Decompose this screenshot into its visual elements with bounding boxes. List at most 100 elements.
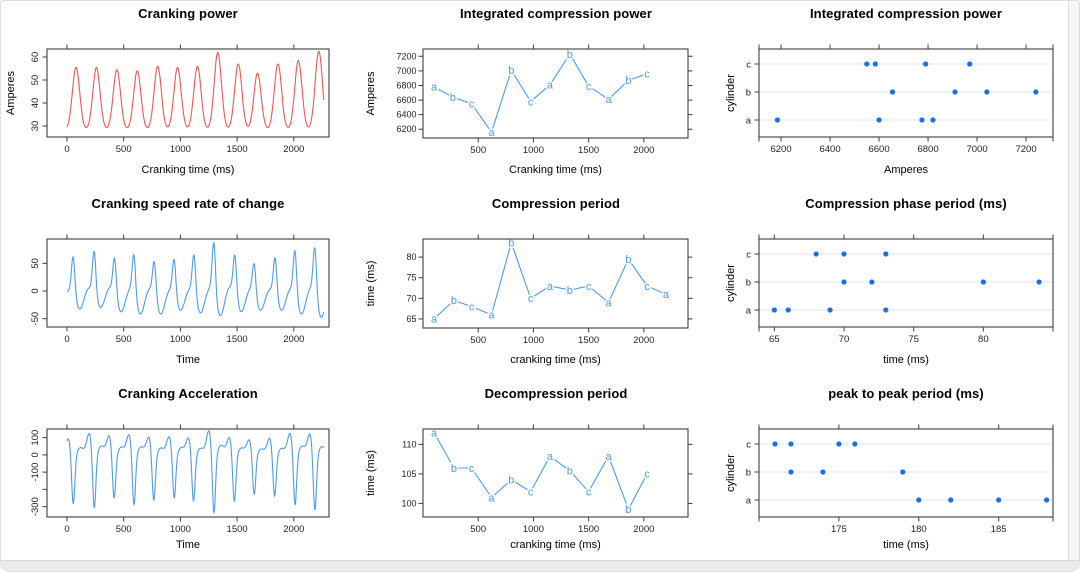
window-bottom-edge [1,560,1079,571]
svg-text:180: 180 [911,524,927,535]
svg-text:7200: 7200 [1015,144,1036,155]
svg-text:6600: 6600 [868,144,889,155]
svg-text:b: b [567,49,573,61]
svg-text:b: b [508,65,514,77]
svg-text:b: b [625,75,631,87]
svg-text:Cranking time (ms): Cranking time (ms) [509,164,602,176]
svg-text:c: c [644,69,650,81]
svg-text:Amperes: Amperes [5,70,17,115]
svg-text:1500: 1500 [227,144,248,155]
svg-text:65: 65 [406,314,416,324]
svg-text:1500: 1500 [227,524,248,535]
svg-text:7200: 7200 [396,51,416,61]
svg-text:0: 0 [64,524,69,535]
svg-text:Time: Time [176,354,200,366]
svg-text:7000: 7000 [396,66,416,76]
svg-text:a: a [605,297,612,309]
svg-text:a: a [431,427,438,439]
chart-title: Integrated compression power [809,6,1003,21]
svg-text:500: 500 [470,335,486,346]
svg-text:c: c [586,81,592,93]
svg-text:time (ms): time (ms) [883,539,929,551]
svg-text:6800: 6800 [396,80,416,90]
svg-text:2000: 2000 [633,145,654,156]
svg-text:a: a [488,310,495,322]
svg-text:cranking time (ms): cranking time (ms) [510,354,600,366]
svg-text:b: b [625,254,631,266]
svg-text:c: c [586,486,592,498]
svg-text:1500: 1500 [578,524,599,535]
cranking-power-chart: 0 500 1000 1500 2000 30 40 50 60 Cranking time (m… [5,44,330,176]
svg-text:0: 0 [30,452,41,457]
svg-text:30: 30 [30,121,41,132]
svg-text:70: 70 [406,293,416,303]
chart-title: Cranking speed rate of change [91,196,285,211]
svg-text:6200: 6200 [396,124,416,134]
svg-text:c: c [644,469,650,481]
svg-text:time (ms): time (ms) [365,450,377,496]
svg-text:-300: -300 [30,497,41,516]
svg-text:-50: -50 [30,312,41,326]
svg-text:0: 0 [64,144,69,155]
svg-text:6400: 6400 [396,110,416,120]
svg-text:b: b [746,87,751,98]
svg-text:b: b [451,463,457,475]
svg-text:185: 185 [991,524,1007,535]
svg-text:a: a [605,94,612,106]
panel-cranking-speed-rate: Cranking speed rate of change 0 500 1000 15… [1,191,361,381]
svg-text:175: 175 [831,524,847,535]
svg-text:500: 500 [470,145,486,156]
svg-text:a: a [431,314,438,326]
svg-text:80: 80 [406,252,416,262]
svg-text:time (ms): time (ms) [883,354,929,366]
svg-text:80: 80 [978,334,989,345]
panel-integrated-compression-power-strip: Integrated compression power 6200 6400 660… [721,1,1079,191]
svg-text:a: a [488,492,495,504]
svg-text:7000: 7000 [966,144,987,155]
chart-title: Cranking Acceleration [118,386,258,401]
svg-text:b: b [746,277,751,288]
chart-title: Integrated compression power [459,6,653,21]
scrollbar-track[interactable] [1068,1,1079,571]
svg-text:0: 0 [64,334,69,345]
svg-text:cranking time (ms): cranking time (ms) [510,539,600,551]
svg-text:Time: Time [176,539,200,551]
chart-title: peak to peak period (ms) [828,386,984,401]
svg-text:a: a [431,82,438,94]
svg-text:b: b [567,466,573,478]
svg-text:1500: 1500 [578,335,599,346]
svg-text:500: 500 [470,524,486,535]
panel-decompression-period: Decompression period a b c a b c a b c a b c 500 1000… [361,381,721,561]
svg-text:c: c [644,281,650,293]
panel-compression-period: Compression period a b c a b c a b c a b c a 500 1000 1… [361,191,721,381]
svg-text:b: b [746,467,751,478]
svg-text:6200: 6200 [770,144,791,155]
svg-text:cylinder: cylinder [725,454,737,492]
chart-title: Cranking power [138,6,238,21]
svg-text:100: 100 [30,430,41,446]
svg-text:500: 500 [116,334,132,345]
svg-text:a: a [746,495,752,506]
svg-text:1000: 1000 [170,524,191,535]
svg-text:c: c [528,293,534,305]
svg-text:b: b [567,285,573,297]
svg-text:0: 0 [30,288,41,293]
plot-grid: Cranking power 0 500 1000 1500 2000 30 40 50 60 C… [1,1,1079,561]
svg-text:2000: 2000 [283,144,304,155]
chart-title: Compression period [491,196,621,211]
svg-text:6400: 6400 [819,144,840,155]
svg-text:75: 75 [908,334,919,345]
chart-title: Compression phase period (ms) [805,196,1007,211]
svg-text:1500: 1500 [578,145,599,156]
svg-text:1000: 1000 [523,524,544,535]
peak-to-peak-period-chart: 175 180 185 a b c time (ms) cylinder [725,424,1054,551]
svg-text:1000: 1000 [170,334,191,345]
svg-text:1500: 1500 [227,334,248,345]
svg-text:-100: -100 [30,463,41,482]
svg-text:cylinder: cylinder [725,264,737,302]
svg-text:b: b [451,295,457,307]
